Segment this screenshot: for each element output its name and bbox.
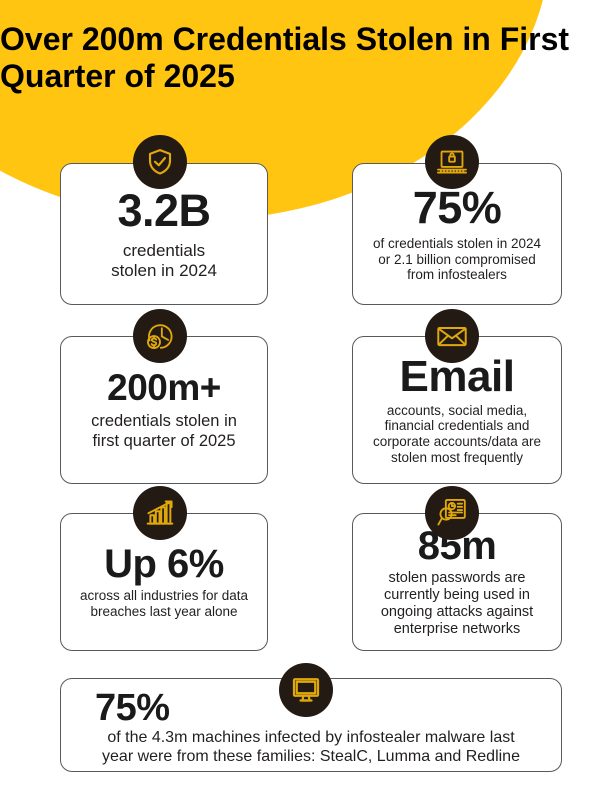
stat-description: across all industries for data breaches … — [79, 588, 249, 619]
page-title: Over 200m Credentials Stolen in First Qu… — [0, 21, 570, 95]
stat-value: 75% — [95, 687, 170, 730]
laptop-lock-icon — [425, 135, 479, 189]
envelope-icon — [425, 309, 479, 363]
clock-dollar-icon — [133, 309, 187, 363]
stat-value: 75% — [412, 182, 502, 234]
bar-chart-up-icon — [133, 486, 187, 540]
shield-check-icon — [133, 135, 187, 189]
stat-description: of credentials stolen in 2024 or 2.1 bil… — [372, 236, 542, 283]
stat-description: accounts, social media, financial creden… — [372, 402, 542, 465]
monitor-icon — [279, 663, 333, 717]
stat-description: credentials stolen in first quarter of 2… — [91, 412, 237, 450]
header: Over 200m Credentials Stolen in First Qu… — [0, 0, 612, 117]
stat-value: Up 6% — [104, 542, 224, 587]
stat-description: credentials stolen in 2024 — [111, 240, 217, 280]
magnifier-report-icon — [425, 486, 479, 540]
stat-value: 3.2B — [117, 184, 211, 236]
stat-description: stolen passwords are currently being use… — [380, 570, 534, 637]
stat-value: 200m+ — [107, 367, 221, 409]
stat-description: of the 4.3m machines infected by infoste… — [102, 729, 520, 765]
